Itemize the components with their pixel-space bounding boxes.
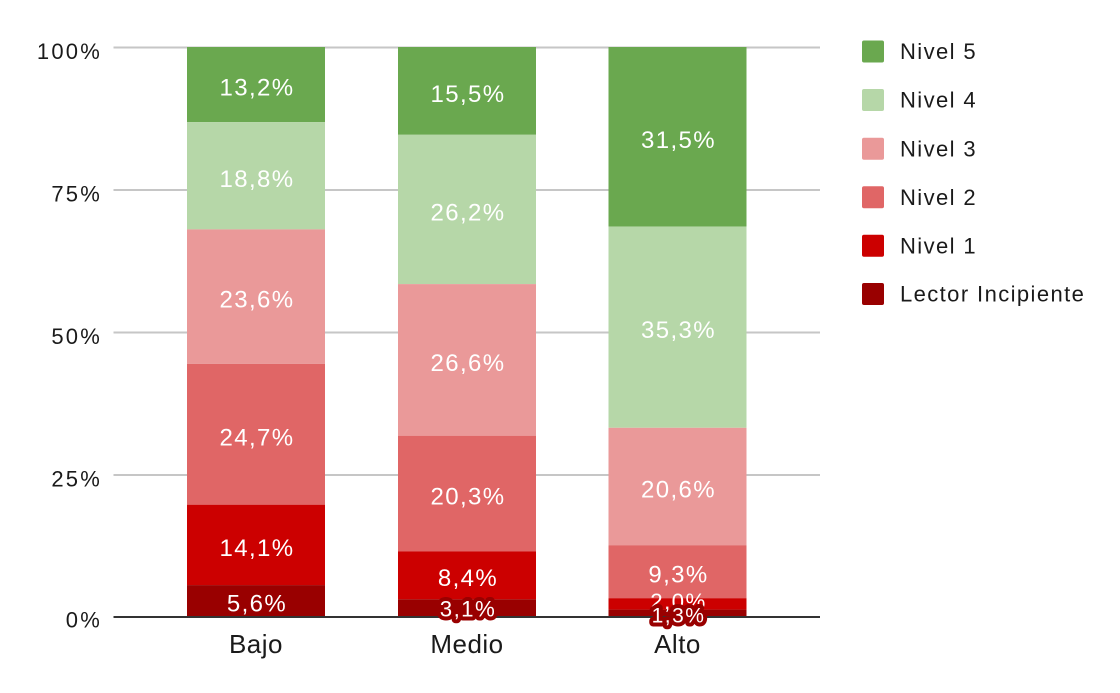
svg-text:13,2%: 13,2% bbox=[219, 75, 294, 102]
svg-text:15,5%: 15,5% bbox=[430, 81, 505, 108]
svg-text:25%: 25% bbox=[51, 466, 102, 491]
svg-text:26,2%: 26,2% bbox=[430, 200, 505, 227]
svg-text:Medio: Medio bbox=[430, 629, 503, 659]
svg-text:Nivel 3: Nivel 3 bbox=[900, 136, 977, 161]
svg-text:50%: 50% bbox=[51, 324, 102, 349]
svg-text:31,5%: 31,5% bbox=[641, 127, 716, 154]
svg-text:Nivel 5: Nivel 5 bbox=[900, 39, 977, 64]
svg-text:Nivel 2: Nivel 2 bbox=[900, 185, 977, 210]
svg-text:3,1%: 3,1% bbox=[440, 597, 496, 622]
svg-text:2,0%: 2,0% bbox=[650, 589, 706, 614]
svg-text:23,6%: 23,6% bbox=[219, 287, 294, 314]
svg-text:Nivel 4: Nivel 4 bbox=[900, 88, 977, 113]
svg-text:20,6%: 20,6% bbox=[641, 477, 716, 504]
svg-text:5,6%: 5,6% bbox=[227, 591, 287, 618]
svg-text:0%: 0% bbox=[66, 608, 102, 633]
svg-text:Nivel 1: Nivel 1 bbox=[900, 233, 977, 258]
svg-text:20,3%: 20,3% bbox=[430, 484, 505, 511]
svg-text:1,3%: 1,3% bbox=[652, 605, 706, 628]
svg-text:Lector Incipiente: Lector Incipiente bbox=[900, 282, 1085, 307]
svg-text:24,7%: 24,7% bbox=[219, 424, 294, 451]
svg-text:75%: 75% bbox=[51, 181, 102, 206]
svg-text:14,1%: 14,1% bbox=[219, 535, 294, 562]
svg-text:35,3%: 35,3% bbox=[641, 317, 716, 344]
svg-text:9,3%: 9,3% bbox=[648, 562, 708, 589]
svg-text:18,8%: 18,8% bbox=[219, 166, 294, 193]
svg-text:26,6%: 26,6% bbox=[430, 350, 505, 377]
svg-text:8,4%: 8,4% bbox=[438, 565, 498, 592]
svg-text:Bajo: Bajo bbox=[229, 629, 283, 659]
svg-text:100%: 100% bbox=[37, 39, 102, 64]
svg-text:Alto: Alto bbox=[654, 629, 701, 659]
